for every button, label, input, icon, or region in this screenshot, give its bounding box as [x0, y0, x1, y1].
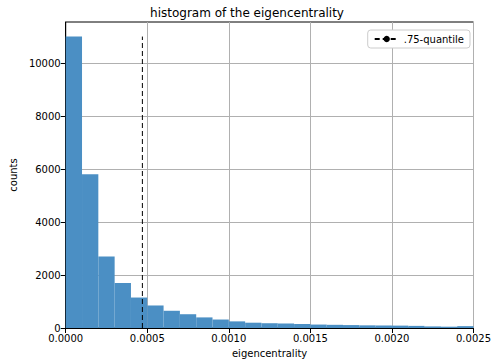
svg-text:0.0025: 0.0025 — [456, 333, 491, 344]
svg-text:4000: 4000 — [35, 217, 60, 228]
svg-text:2000: 2000 — [35, 270, 60, 281]
svg-text:counts: counts — [8, 158, 19, 191]
svg-text:.75-quantile: .75-quantile — [404, 34, 464, 45]
svg-text:0.0015: 0.0015 — [293, 333, 328, 344]
svg-text:histogram of the eigencentrali: histogram of the eigencentrality — [150, 6, 344, 20]
svg-text:0.0000: 0.0000 — [48, 333, 83, 344]
svg-text:0.0005: 0.0005 — [130, 333, 165, 344]
svg-text:0.0010: 0.0010 — [211, 333, 246, 344]
svg-text:6000: 6000 — [35, 164, 60, 175]
svg-text:8000: 8000 — [35, 111, 60, 122]
svg-text:0: 0 — [54, 322, 61, 334]
svg-text:eigencentrality: eigencentrality — [232, 348, 307, 359]
svg-text:0.0020: 0.0020 — [374, 333, 409, 344]
svg-text:10000: 10000 — [29, 58, 61, 69]
